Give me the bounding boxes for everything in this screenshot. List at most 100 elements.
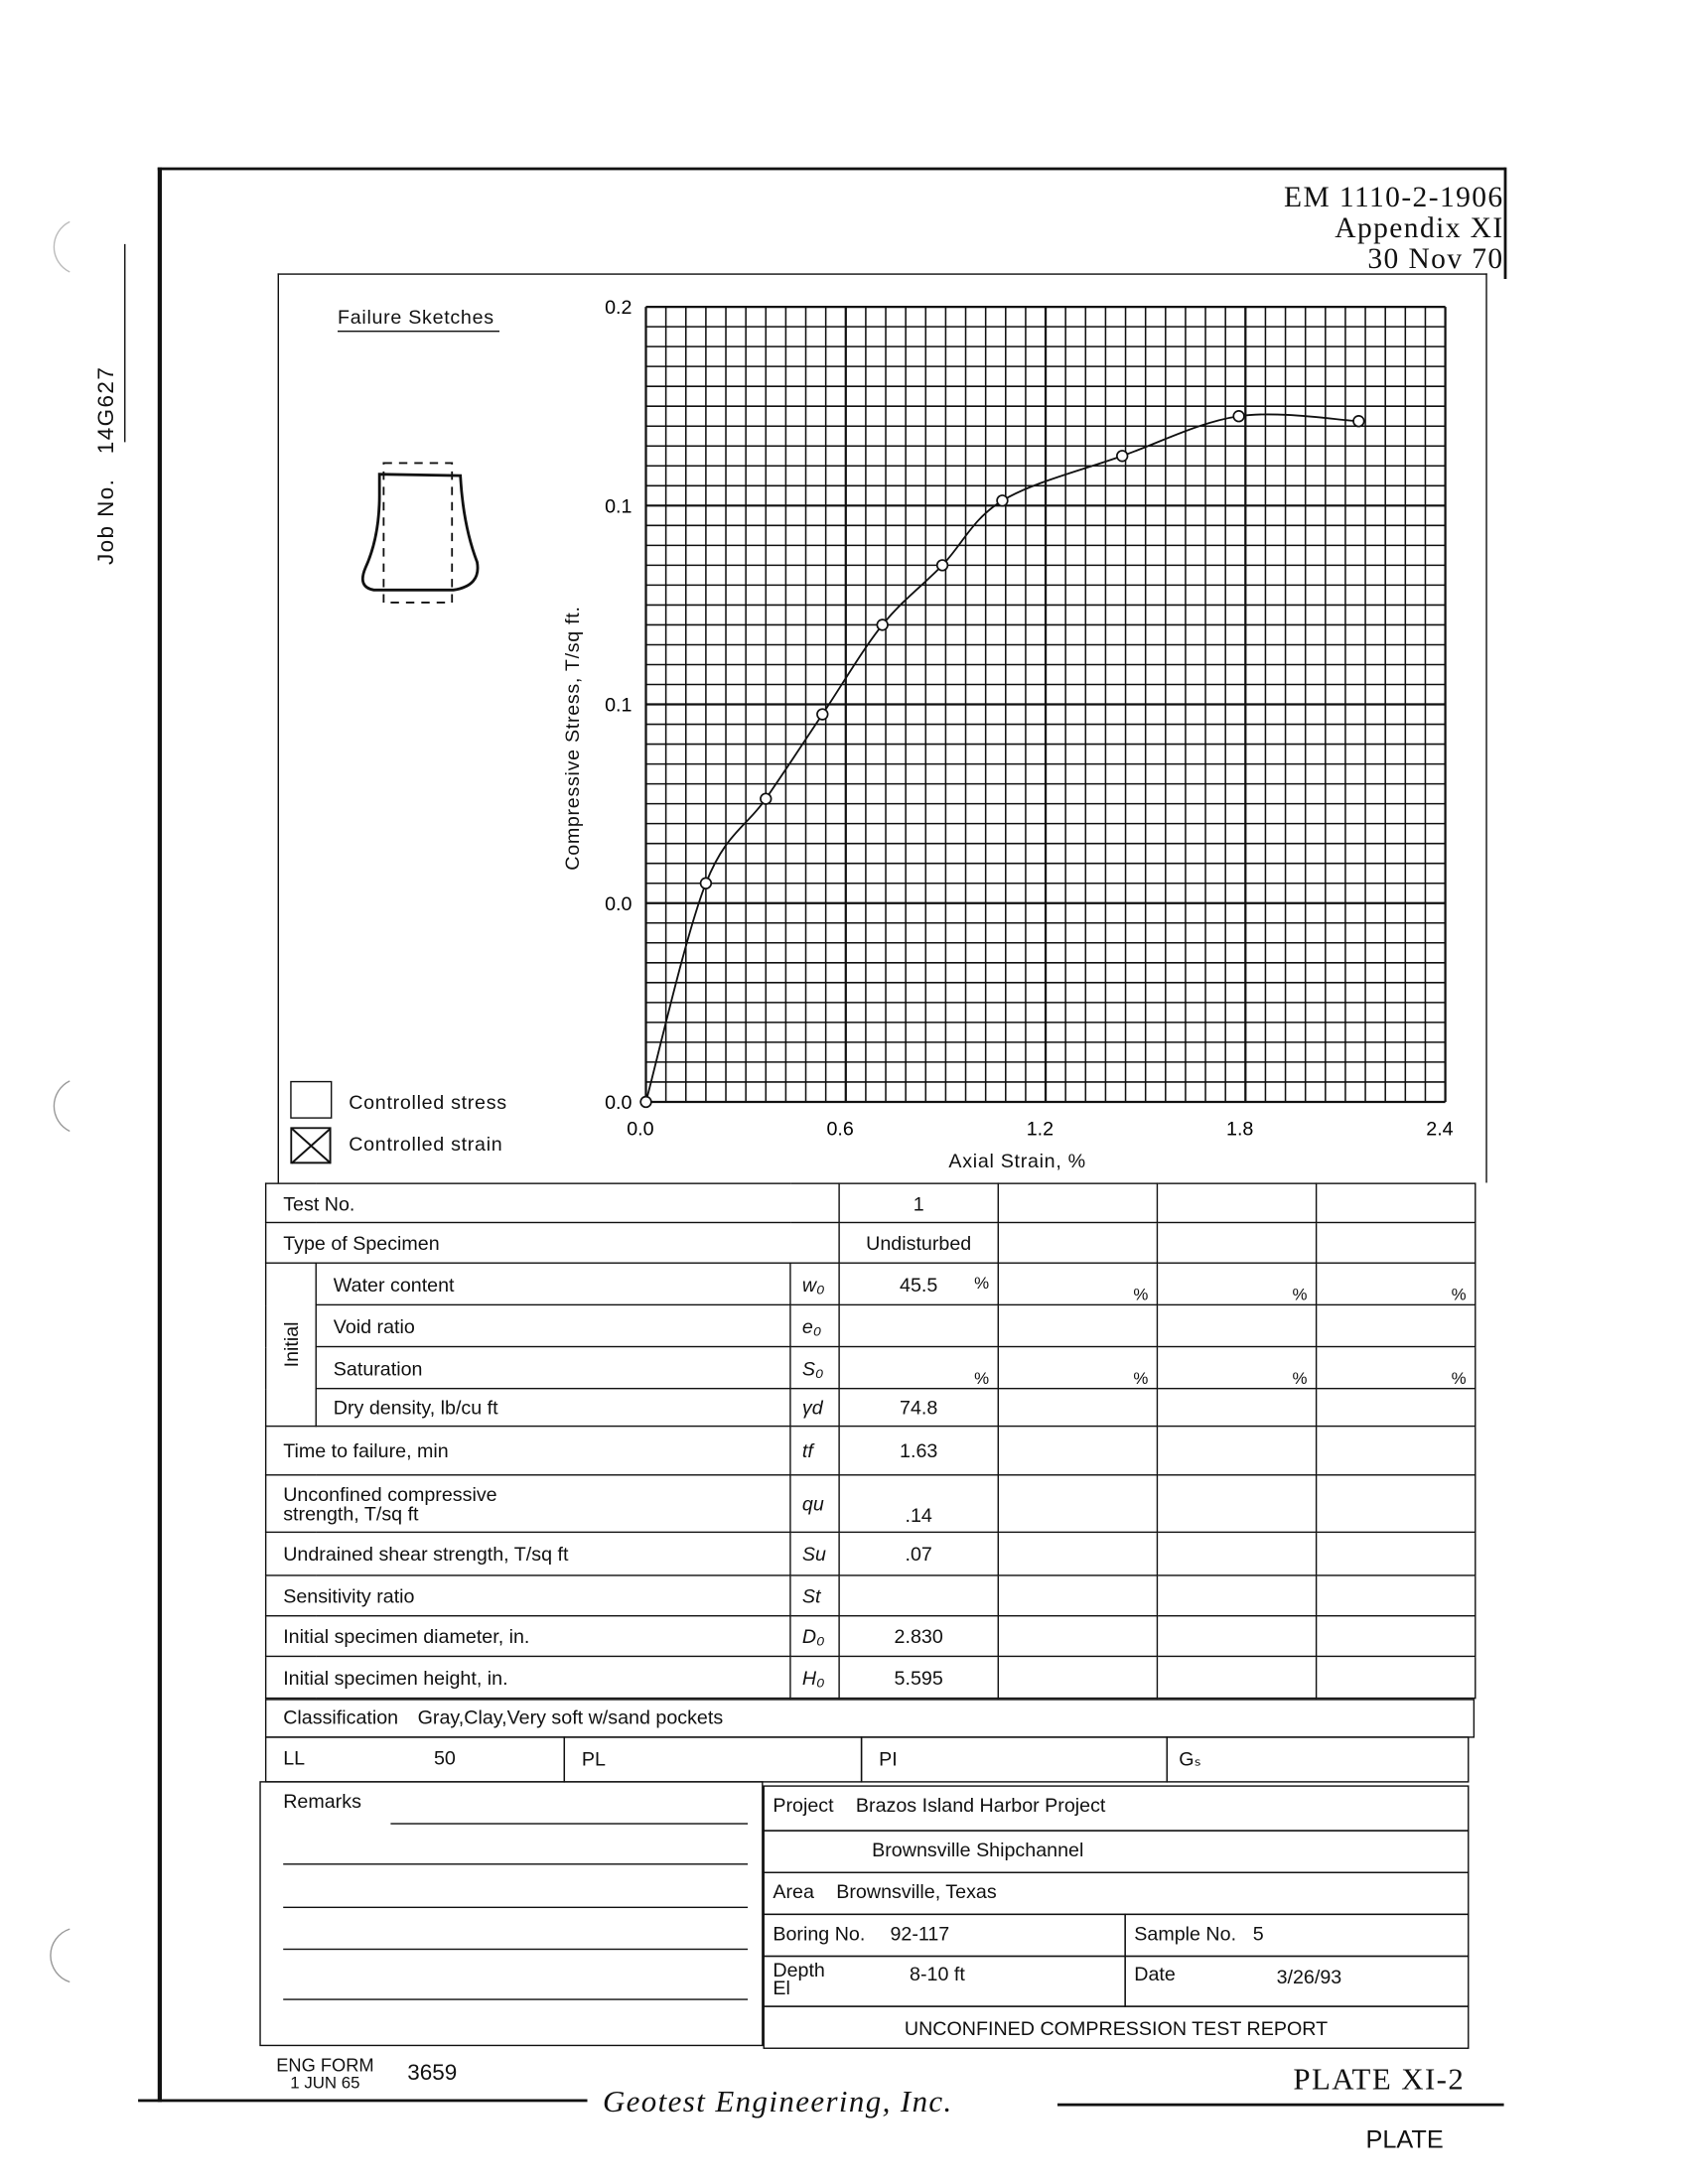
pl-label: PL [581,1747,606,1770]
ll-cell: LL 50 [264,1736,566,1783]
table-row: Initial specimen diameter, in. D₀ 2.830 [264,1614,1477,1658]
stress-strain-curve [644,413,1359,1103]
row-value: % [838,1345,999,1390]
controlled-stress-checkbox[interactable] [290,1080,333,1119]
row-symbol: H₀ [789,1655,840,1700]
depth-cell: Depth El 8-10 ft [763,1955,1126,2007]
percent-sign: % [1292,1367,1308,1388]
sample-value: 5 [1252,1922,1264,1945]
row-value: 74.8 [838,1387,999,1428]
row-symbol: Su [789,1531,840,1576]
ll-value: 50 [433,1746,456,1769]
depth-label: Depth [773,1958,825,1981]
row-symbol: D₀ [789,1614,840,1658]
row-symbol: e₀ [789,1303,840,1348]
header-date: 30 Nov 70 [1367,241,1504,275]
project-row: Project Brazos Island Harbor Project [763,1785,1470,1832]
boring-value: 92-117 [890,1922,950,1945]
value-text: 74.8 [900,1396,938,1419]
type-4 [1315,1221,1477,1264]
row-value [838,1303,999,1348]
x-axis-label: Axial Strain, % [948,1149,1086,1172]
gs-label: Gₛ [1179,1747,1201,1770]
row-value [997,1655,1159,1700]
y-tick-label: 0.1 [605,695,632,717]
row-label-cell: Water content [315,1262,791,1306]
y-tick-label: 0.0 [605,1092,632,1114]
percent-sign: % [1451,1367,1467,1388]
data-point [996,494,1009,507]
remarks-label: Remarks [283,1789,361,1813]
eng-form-block: ENG FORM 1 JUN 65 [276,2056,373,2093]
row-value [1156,1531,1318,1576]
type-2 [997,1221,1159,1264]
x-tick-label: 1.8 [1226,1119,1253,1141]
value-text: 5.595 [894,1666,943,1689]
row-value: 2.830 [838,1614,999,1658]
pi-cell: PI [860,1736,1168,1783]
remarks-line [283,1906,749,1909]
data-point [1352,415,1365,428]
test-no-4 [1315,1182,1477,1224]
row-value [997,1387,1159,1428]
job-number-underline [124,243,126,443]
row-label: Saturation [333,1356,423,1379]
data-point [876,618,889,631]
row-label: Void ratio [333,1314,415,1337]
row-value [1156,1303,1318,1348]
controlled-strain-checkbox[interactable] [290,1127,332,1164]
area-label: Area [773,1879,814,1903]
classification-row: Classification Gray,Clay,Very soft w/san… [264,1699,1476,1738]
row-value: % [997,1345,1159,1390]
project-label: Project [773,1793,834,1817]
table-row: Initial specimen height, in. H₀ 5.595 [264,1655,1477,1700]
row-value [1315,1614,1477,1658]
row-value [1315,1531,1477,1576]
test-no-label: Test No. [264,1182,840,1224]
row-value [1315,1387,1477,1428]
sample-label: Sample No. [1134,1922,1237,1945]
table-row: Unconfined compressive strength, T/sq ft q… [264,1474,1477,1534]
manual-number: EM 1110-2-1906 [1284,180,1504,213]
row-value [1156,1474,1318,1534]
row-value [1315,1303,1477,1348]
value-text: .07 [905,1542,932,1566]
row-value: % [997,1262,1159,1306]
x-tick-label: 0.6 [826,1119,853,1141]
value-text: 45.5 [900,1273,938,1296]
row-value: .14 [838,1474,999,1534]
project-name: Brazos Island Harbor Project [855,1793,1106,1817]
x-tick-label: 2.4 [1426,1119,1453,1141]
remarks-line [283,1998,749,2001]
depth-value: 8-10 ft [910,1962,965,1985]
row-value: % [1156,1262,1318,1306]
row-label: Unconfined compressive [283,1482,497,1505]
row-symbol: St [789,1574,840,1617]
project-line2: Brownsville Shipchannel [872,1838,1084,1861]
table-row: Sensitivity ratio St [264,1574,1477,1617]
date-value: 3/26/93 [1276,1965,1342,1988]
row-value [997,1614,1159,1658]
row-label-line2: strength, T/sq ft [283,1502,419,1525]
row-symbol: w₀ [789,1262,840,1306]
row-label: Initial specimen diameter, in. [283,1624,530,1648]
data-point [1232,410,1245,423]
frame-right [1503,167,1506,279]
value-text: 2.830 [894,1624,943,1648]
row-value [1156,1425,1318,1476]
frame-top [157,167,1505,170]
percent-sign: % [1133,1367,1149,1388]
table-row: Void ratio e₀ [266,1303,1477,1348]
report-title-row: UNCONFINED COMPRESSION TEST REPORT [763,2005,1470,2049]
report-title: UNCONFINED COMPRESSION TEST REPORT [904,2016,1329,2040]
boring-label: Boring No. [773,1922,866,1945]
row-value: % [1315,1345,1477,1390]
row-label: Undrained shear strength, T/sq ft [283,1542,569,1566]
row-label: Dry density, lb/cu ft [333,1396,498,1419]
appendix: Appendix XI [1335,210,1504,244]
sample-cell: Sample No. 5 [1124,1913,1470,1958]
row-label: Initial specimen height, in. [283,1666,508,1689]
table-row: Undrained shear strength, T/sq ft Su .07 [264,1531,1477,1576]
frame-bottom-left [138,2099,588,2103]
row-value [838,1574,999,1617]
